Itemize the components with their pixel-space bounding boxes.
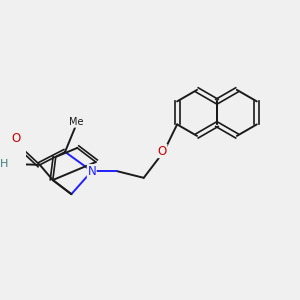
- Text: H: H: [0, 159, 9, 169]
- Text: O: O: [11, 132, 21, 146]
- Text: Me: Me: [69, 117, 83, 127]
- Text: O: O: [158, 145, 167, 158]
- Text: N: N: [87, 165, 96, 178]
